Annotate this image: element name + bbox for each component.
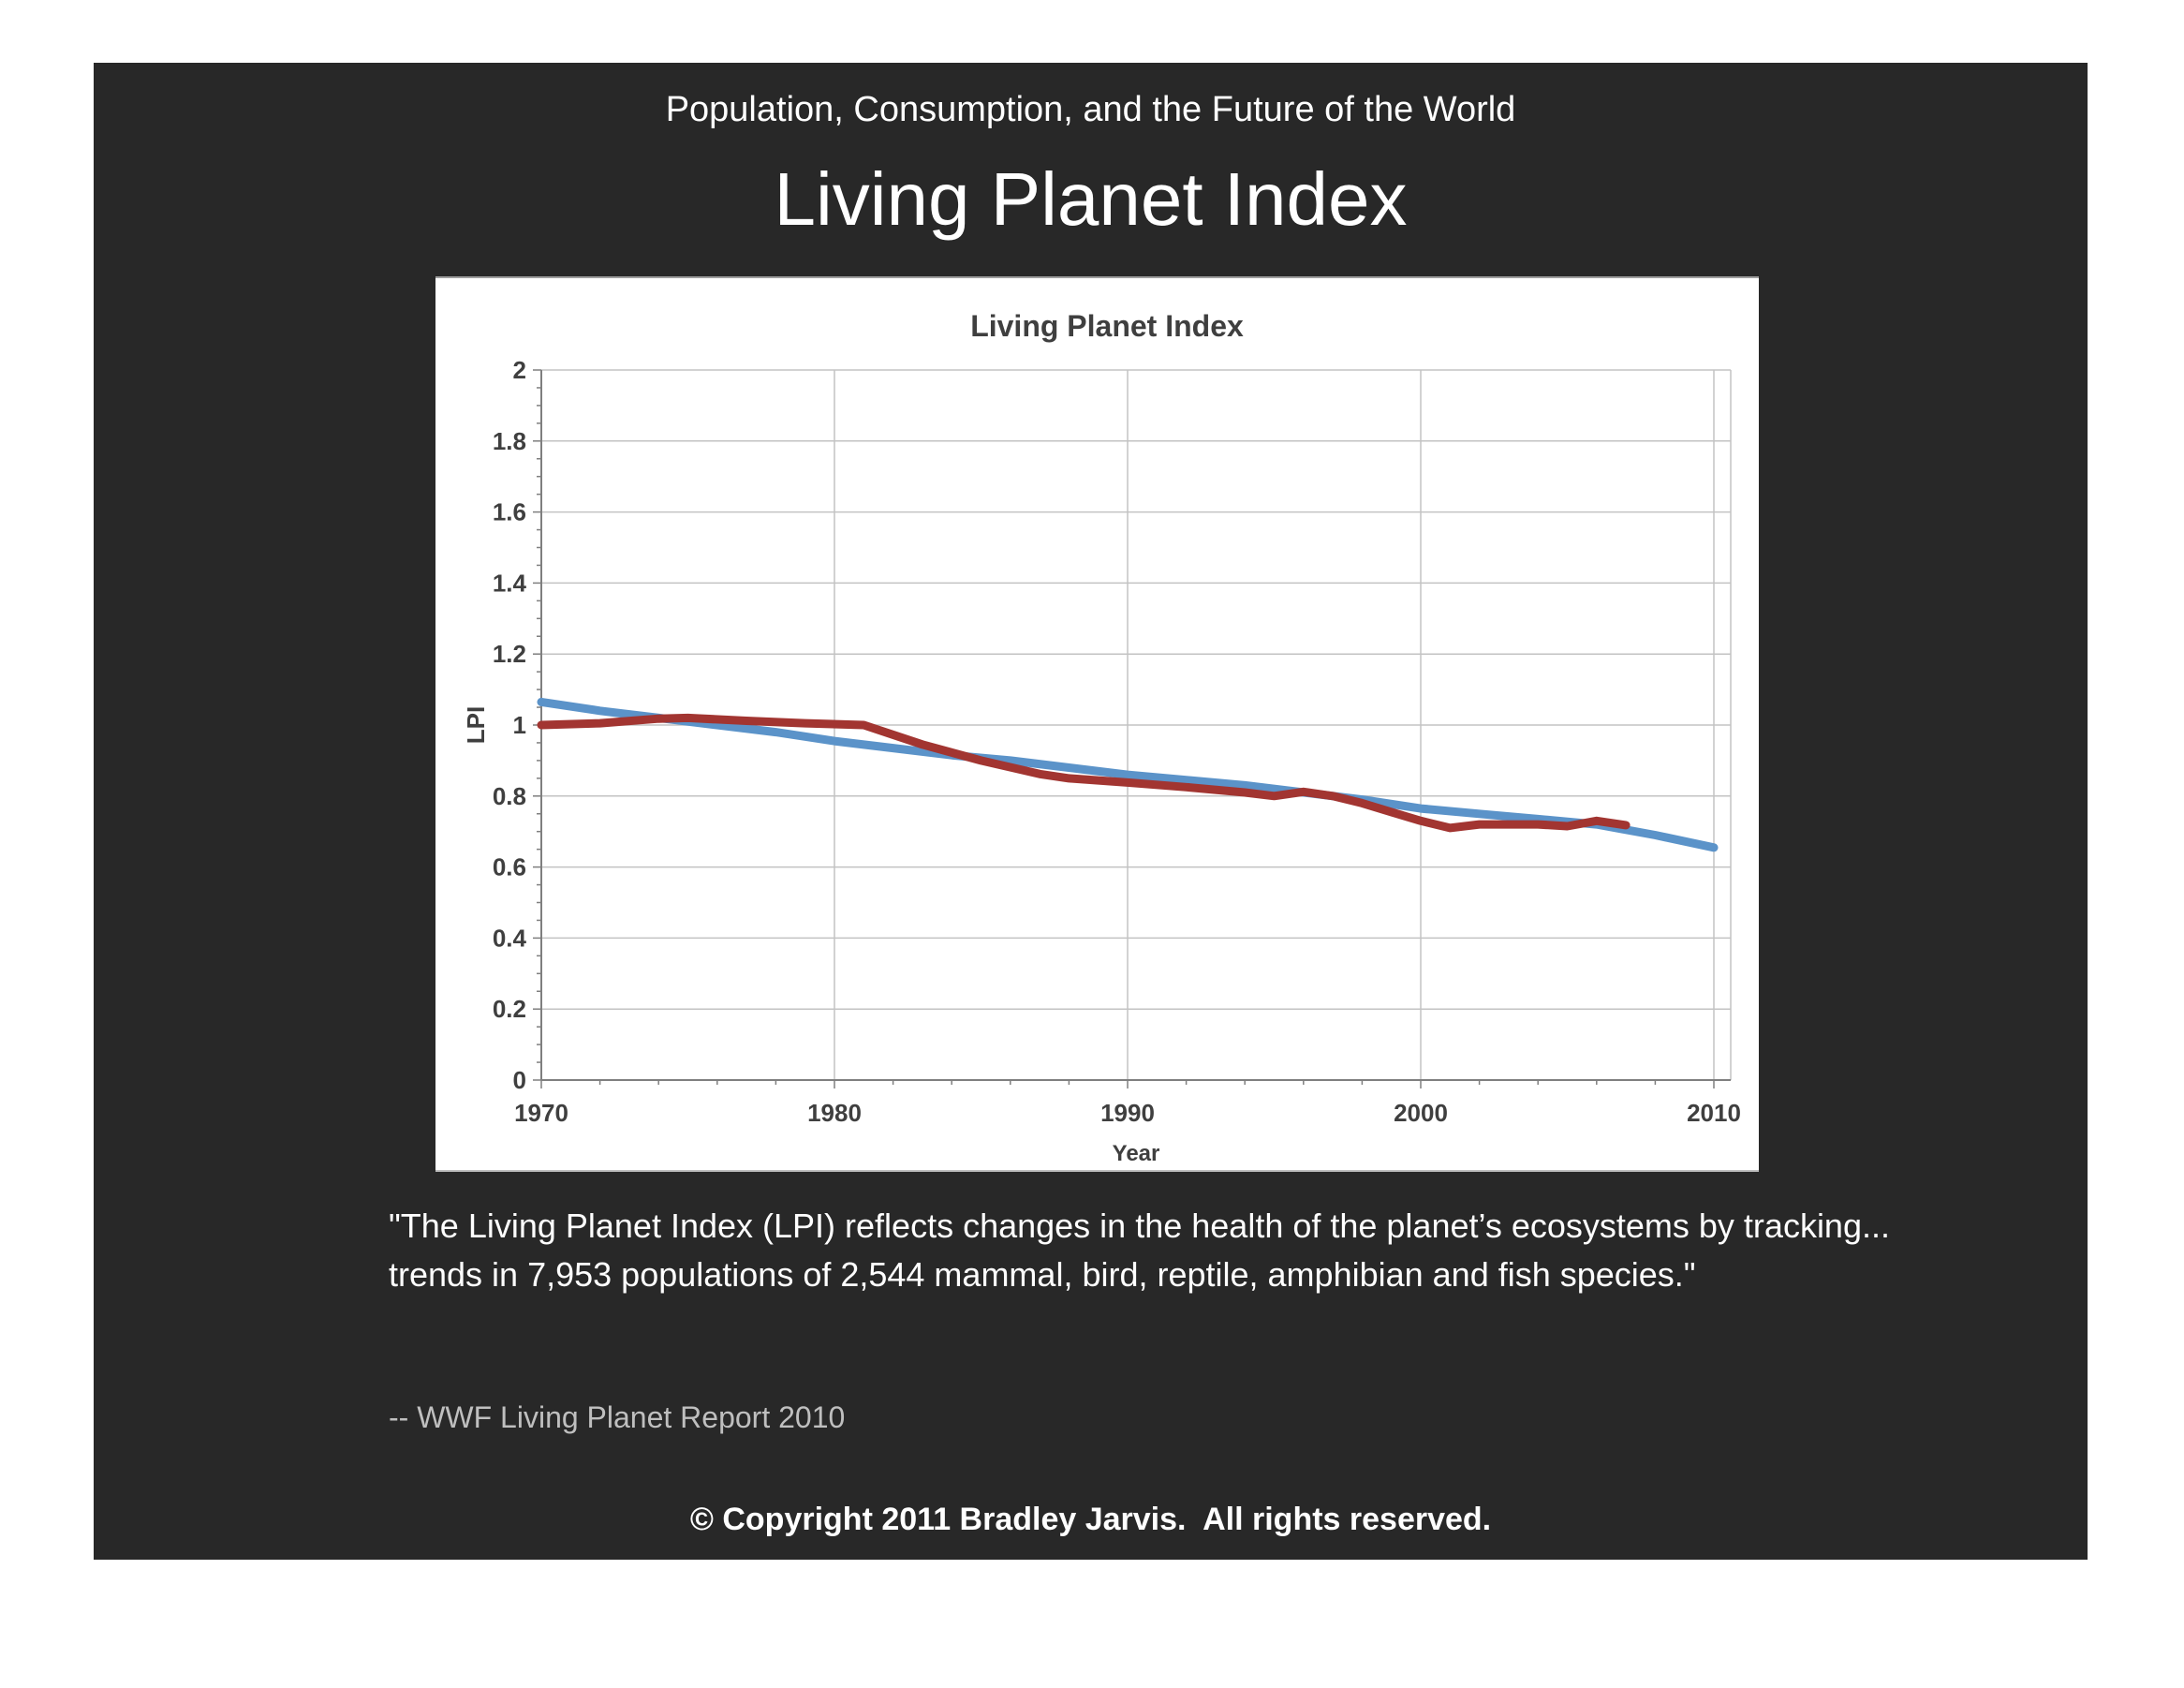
slide-title: Living Planet Index [774,157,1408,241]
chart-panel: Living Planet Index 0 0.2 0.4 0.6 0.8 1 1.2 1.4 1… [435,276,1759,1172]
chart-title: Living Planet Index [970,309,1244,343]
y-axis-title: LPI [462,706,490,744]
gridlines [541,369,1732,1080]
quote-text: "The Living Planet Index (LPI) reflects … [389,1207,1890,1294]
svg-text:0: 0 [513,1066,526,1094]
attribution-text: -- WWF Living Planet Report 2010 [389,1400,846,1434]
y-tick-labels: 0 0.2 0.4 0.6 0.8 1 1.2 1.4 1.6 1.8 2 [493,356,527,1094]
svg-text:1.2: 1.2 [493,640,526,668]
svg-text:2: 2 [513,356,526,384]
svg-text:0.6: 0.6 [493,853,526,881]
svg-text:2000: 2000 [1394,1099,1448,1127]
svg-text:0.8: 0.8 [493,782,526,810]
axis-ticks [533,369,1715,1088]
svg-text:1.6: 1.6 [493,498,526,526]
svg-text:1990: 1990 [1100,1099,1155,1127]
slide-header: Population, Consumption, and the Future … [665,90,1516,129]
copyright-text: © Copyright 2011 Bradley Jarvis. All rig… [689,1502,1492,1537]
series-line-blue [537,697,1719,852]
svg-text:1.4: 1.4 [493,569,527,597]
svg-text:1970: 1970 [514,1099,568,1127]
x-axis-title: Year [1113,1141,1160,1166]
svg-text:1980: 1980 [807,1099,862,1127]
series-line-dark-red [537,713,1631,833]
x-tick-labels: 1970 1980 1990 2000 2010 [514,1099,1741,1127]
slide: Population, Consumption, and the Future … [94,63,2088,1560]
svg-text:0.2: 0.2 [493,995,526,1023]
lpi-chart: Living Planet Index 0 0.2 0.4 0.6 0.8 1 1.2 1.4 1… [462,309,1741,1166]
svg-text:2010: 2010 [1687,1099,1741,1127]
svg-text:1.8: 1.8 [493,427,526,455]
svg-text:1: 1 [513,711,526,739]
svg-text:0.4: 0.4 [493,924,527,952]
